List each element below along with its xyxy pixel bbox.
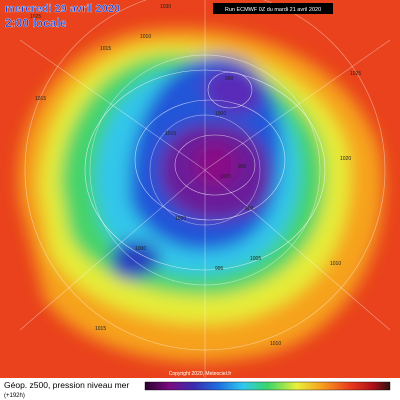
isobar-label: 995 — [238, 164, 247, 170]
isobar-label: 1000 — [215, 111, 226, 117]
isobar-label: 1010 — [270, 341, 281, 347]
latitude-circles — [19, 0, 391, 378]
isobar-label: 1005 — [250, 256, 261, 262]
isobar-label: 1000 — [135, 246, 146, 252]
isobar-label: 1010 — [330, 261, 341, 267]
geopotential-field — [18, 28, 384, 362]
isobar-label: 1020 — [340, 156, 351, 162]
isobar-label: 1015 — [35, 96, 46, 102]
isobar-label: 1025 — [30, 14, 41, 20]
isobar-label: 1025 — [350, 71, 361, 77]
isobar-label: 1010 — [140, 34, 151, 40]
isobar-label: 1015 — [100, 46, 111, 52]
chart-title: Géop. z500, pression niveau mer — [4, 380, 129, 390]
isobar-label: 1005 — [220, 174, 231, 180]
color-scale — [144, 381, 391, 391]
isobar-label: 1015 — [165, 131, 176, 137]
isobar-label: 1020 — [175, 216, 186, 222]
isobar-label: 995 — [215, 266, 224, 272]
run-box — [213, 3, 333, 14]
isobar-label: 1015 — [95, 326, 106, 332]
lead-time: (+192h) — [4, 393, 25, 399]
isobar-label: 1030 — [160, 4, 171, 10]
isobar-label: 990 — [225, 76, 234, 82]
isobar-labels: 1025 1030 1015 1010 1015 1000 990 1005 995 990 101… — [30, 4, 361, 347]
isobar-label: 990 — [245, 206, 254, 212]
valid-time: 2:00 locale — [5, 16, 67, 30]
copyright: Copyright 2020, Meteociel.fr — [169, 371, 232, 377]
isobars — [84, 69, 326, 271]
run-info: Run ECMWF 0Z du mardi 21 avril 2020 — [225, 7, 321, 13]
valid-date: mercredi 29 avril 2020 — [5, 3, 120, 15]
